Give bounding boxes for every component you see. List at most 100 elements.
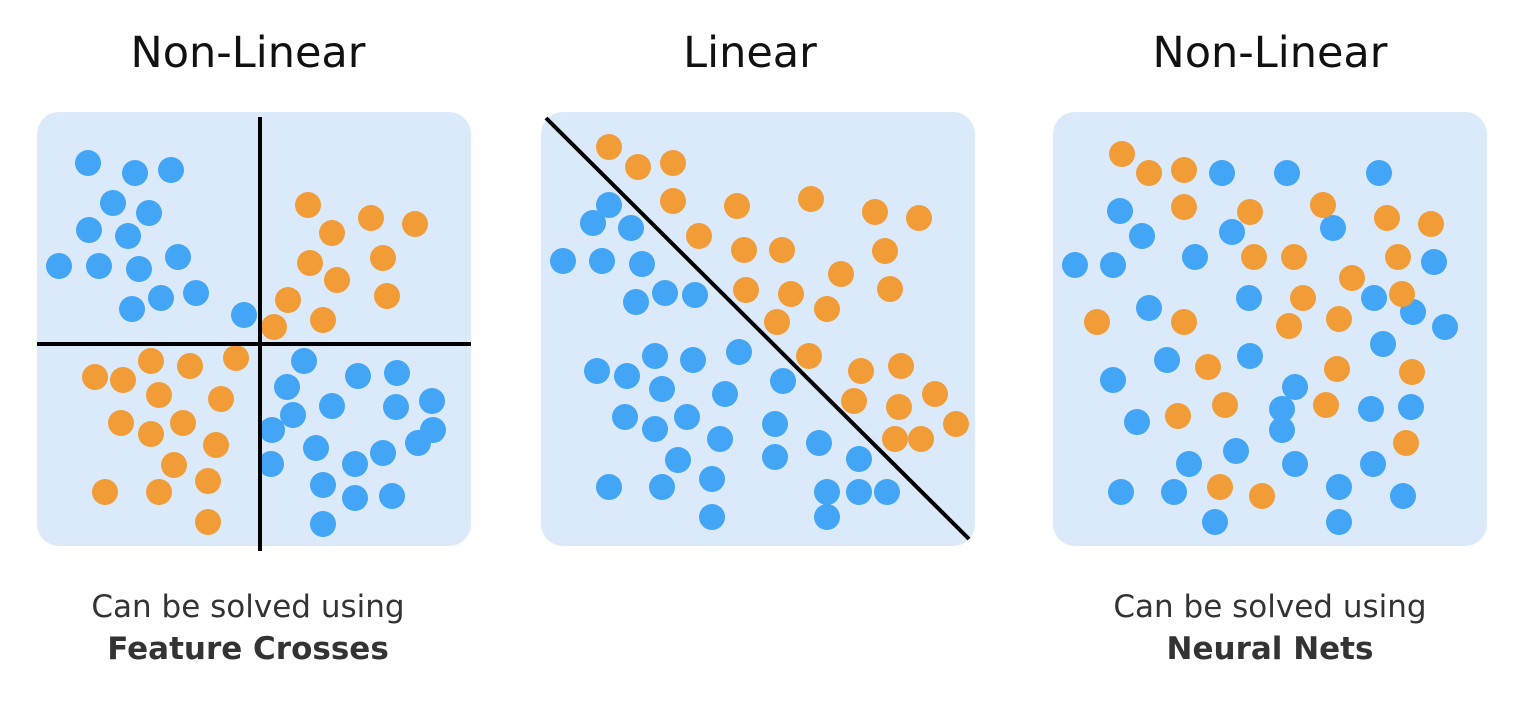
blue-point xyxy=(259,417,285,443)
blue-point xyxy=(370,440,396,466)
orange-point xyxy=(110,367,136,393)
orange-point xyxy=(733,277,759,303)
orange-point xyxy=(146,479,172,505)
blue-point xyxy=(1124,409,1150,435)
blue-point xyxy=(596,474,622,500)
blue-point xyxy=(231,302,257,328)
blue-point xyxy=(1390,483,1416,509)
blue-point xyxy=(550,248,576,274)
orange-point xyxy=(370,245,396,271)
blue-point xyxy=(699,466,725,492)
blue-point xyxy=(1209,160,1235,186)
panel-3-caption-method: Neural Nets xyxy=(1166,631,1374,667)
panel-2-boundary xyxy=(544,116,971,541)
blue-point xyxy=(623,289,649,315)
blue-point xyxy=(596,192,622,218)
blue-point xyxy=(1269,396,1295,422)
orange-point xyxy=(1393,430,1419,456)
blue-point xyxy=(652,280,678,306)
blue-point xyxy=(379,483,405,509)
orange-point xyxy=(798,186,824,212)
blue-point xyxy=(1161,479,1187,505)
orange-point xyxy=(1399,359,1425,385)
blue-point xyxy=(762,444,788,470)
orange-point xyxy=(814,296,840,322)
orange-point xyxy=(886,394,912,420)
orange-point xyxy=(686,223,712,249)
orange-point xyxy=(146,382,172,408)
blue-point xyxy=(1320,215,1346,241)
orange-point xyxy=(922,381,948,407)
panel-3-title: Non-Linear xyxy=(1152,28,1388,78)
blue-point xyxy=(712,381,738,407)
orange-point xyxy=(1290,285,1316,311)
blue-point xyxy=(165,244,191,270)
blue-point xyxy=(1176,451,1202,477)
panel-2-title: Linear xyxy=(683,28,817,78)
blue-point xyxy=(682,282,708,308)
orange-point xyxy=(108,410,134,436)
orange-point xyxy=(1237,199,1263,225)
blue-point xyxy=(680,347,706,373)
orange-point xyxy=(1165,403,1191,429)
blue-point xyxy=(1136,295,1162,321)
blue-point xyxy=(1062,252,1088,278)
blue-point xyxy=(1269,417,1295,443)
panel-1-points xyxy=(46,150,446,537)
orange-point xyxy=(848,358,874,384)
blue-point xyxy=(1358,396,1384,422)
blue-point xyxy=(674,404,700,430)
orange-point xyxy=(374,283,400,309)
orange-point xyxy=(297,250,323,276)
orange-point xyxy=(841,388,867,414)
blue-point xyxy=(342,451,368,477)
blue-point xyxy=(383,394,409,420)
blue-point xyxy=(642,343,668,369)
panel-1-caption: Can be solved using Feature Crosses xyxy=(31,586,465,670)
blue-point xyxy=(1398,394,1424,420)
blue-point xyxy=(136,200,162,226)
orange-point xyxy=(906,205,932,231)
orange-point xyxy=(1207,474,1233,500)
orange-point xyxy=(888,353,914,379)
panel-1-title: Non-Linear xyxy=(130,28,366,78)
blue-point xyxy=(86,253,112,279)
blue-point xyxy=(1366,160,1392,186)
orange-point xyxy=(1313,392,1339,418)
orange-point xyxy=(1109,141,1135,167)
blue-point xyxy=(100,190,126,216)
orange-point xyxy=(769,237,795,263)
orange-point xyxy=(828,261,854,287)
blue-point xyxy=(119,296,145,322)
blue-point xyxy=(1129,223,1155,249)
orange-point xyxy=(1324,356,1350,382)
orange-point xyxy=(1326,306,1352,332)
orange-point xyxy=(1385,244,1411,270)
orange-point xyxy=(625,154,651,180)
blue-point xyxy=(1154,347,1180,373)
orange-point xyxy=(1171,194,1197,220)
blue-point xyxy=(1326,474,1352,500)
blue-point xyxy=(846,446,872,472)
orange-point xyxy=(177,353,203,379)
blue-point xyxy=(280,402,306,428)
blue-point xyxy=(874,479,900,505)
blue-point xyxy=(580,210,606,236)
blue-point xyxy=(1100,367,1126,393)
blue-point xyxy=(1108,479,1134,505)
blue-point xyxy=(1360,451,1386,477)
blue-point xyxy=(629,251,655,277)
blue-point xyxy=(707,426,733,452)
blue-point xyxy=(303,435,329,461)
blue-point xyxy=(75,150,101,176)
orange-point xyxy=(310,307,336,333)
blue-point xyxy=(115,223,141,249)
blue-point xyxy=(1237,343,1263,369)
blue-point xyxy=(291,348,317,374)
blue-point xyxy=(762,411,788,437)
blue-point xyxy=(814,479,840,505)
blue-point xyxy=(1107,198,1133,224)
